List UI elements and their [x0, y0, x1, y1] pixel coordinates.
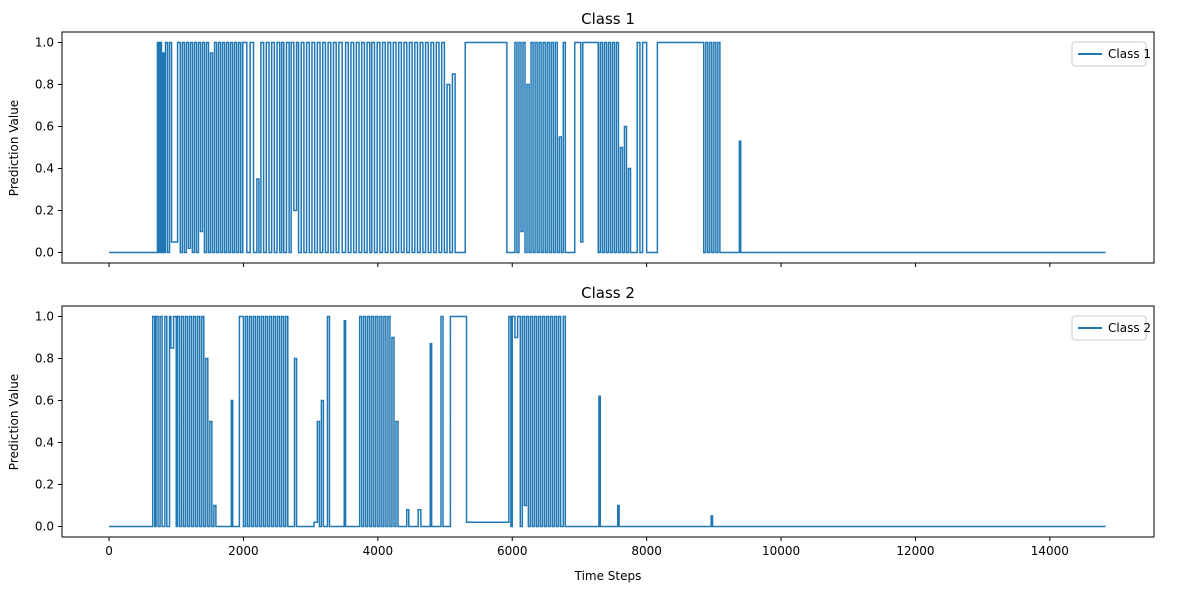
- axes-frame: [61, 305, 1155, 538]
- y-tick-label: 1.0: [35, 310, 54, 324]
- x-tick-label: 6000: [497, 544, 528, 558]
- x-tick-label: 0: [105, 544, 113, 558]
- y-tick-label: 0.8: [35, 78, 54, 92]
- plot-area: [109, 41, 1106, 254]
- chart-panel-class-1: Class 1 Prediction Value 0.0 0.2 0.4 0.6 0.8…: [7, 10, 1155, 267]
- y-tick-label: 0.6: [35, 394, 54, 408]
- axis-ticks: 0.0 0.2 0.4 0.6 0.8 1.0: [35, 36, 1051, 267]
- y-axis-label: Prediction Value: [7, 100, 21, 196]
- y-tick-label: 1.0: [35, 36, 54, 50]
- legend-box: [1071, 315, 1147, 341]
- y-tick-label: 0.0: [35, 246, 54, 260]
- y-tick-label: 0.0: [35, 520, 54, 534]
- series-line-class-2: [109, 315, 1106, 528]
- plot-area: [109, 315, 1106, 528]
- y-tick-label: 0.4: [35, 436, 54, 450]
- legend: Class 2: [1071, 315, 1151, 341]
- y-tick-label: 0.2: [35, 478, 54, 492]
- y-axis-label: Prediction Value: [7, 374, 21, 470]
- x-tick-label: 2000: [228, 544, 259, 558]
- legend: Class 1: [1071, 41, 1151, 67]
- x-tick-label: 4000: [363, 544, 394, 558]
- x-tick-label: 14000: [1031, 544, 1069, 558]
- x-axis-label: Time Steps: [574, 569, 642, 583]
- x-tick-label: 10000: [762, 544, 800, 558]
- y-tick-label: 0.6: [35, 120, 54, 134]
- legend-label: Class 1: [1108, 47, 1151, 61]
- y-tick-label: 0.4: [35, 162, 54, 176]
- x-tick-label: 8000: [631, 544, 662, 558]
- legend-box: [1071, 41, 1147, 67]
- legend-label: Class 2: [1108, 321, 1151, 335]
- y-tick-label: 0.2: [35, 204, 54, 218]
- y-tick-label: 0.8: [35, 352, 54, 366]
- axis-ticks: 0 2000 4000 6000 8000 10000 12000 14000 0.0 0.2 0.…: [35, 310, 1069, 559]
- series-line-class-1: [109, 41, 1106, 254]
- x-tick-label: 12000: [896, 544, 934, 558]
- chart-panel-class-2: Class 2 Prediction Value Time Steps 0 200…: [7, 284, 1155, 583]
- chart-title: Class 1: [581, 10, 635, 28]
- chart-title: Class 2: [581, 284, 635, 302]
- axes-frame: [61, 31, 1155, 264]
